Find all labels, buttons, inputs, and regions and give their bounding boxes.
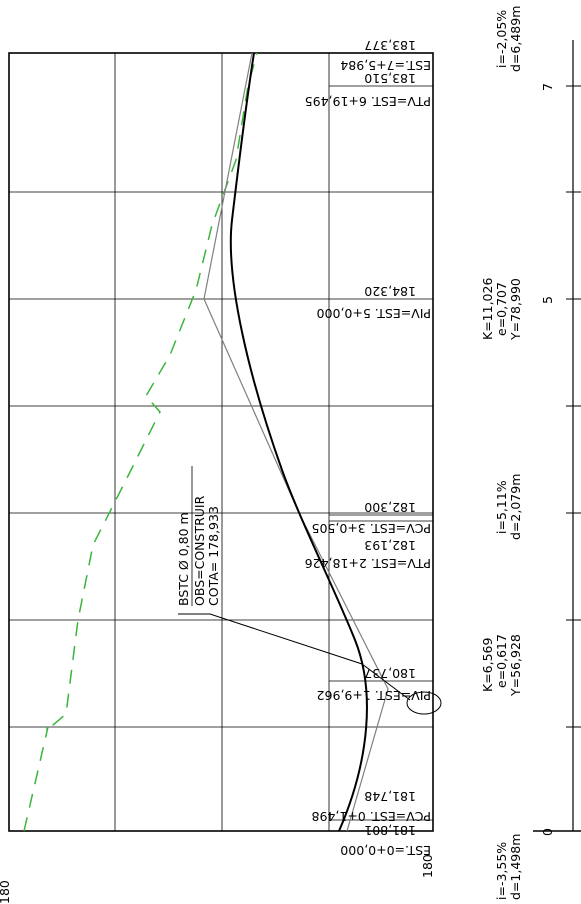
grade-3-i: i=-2,05% xyxy=(494,10,509,68)
label-pcv-2-elev: 182,300 xyxy=(364,500,416,515)
station-axis-7: 7 xyxy=(540,83,555,91)
label-pcv-1: PCV=EST. 0+1,498 xyxy=(312,809,431,824)
curve-2-y: Y=78,990 xyxy=(508,278,523,341)
grade-2-d: d=2,079m xyxy=(508,474,523,540)
grade-1-d: d=1,498m xyxy=(508,834,523,900)
grade-annotations: i=-2,05% d=6,489m K=11,026 e=0,707 Y=78,… xyxy=(480,6,523,900)
label-piv-1-elev: 180,737 xyxy=(364,666,416,681)
elevation-value-bottom: 180 xyxy=(420,854,435,878)
pipe-note-line1: BSTC Ø 0,80 m xyxy=(176,512,191,606)
label-ptv-2-elev: 183,510 xyxy=(364,71,416,86)
pipe-note-line3: COTA= 178,933 xyxy=(206,506,221,606)
station-axis-0: 0 xyxy=(540,828,555,836)
grade-2-i: i=5,11% xyxy=(494,480,509,534)
label-piv-2-elev: 184,320 xyxy=(364,284,416,299)
pipe-note: BSTC Ø 0,80 m OBS=CONSTRUIR COTA= 178,93… xyxy=(176,466,221,606)
pipe-leader-line xyxy=(178,613,411,701)
label-piv-2: PIV=EST. 5+0,000 xyxy=(317,306,431,321)
label-ptv-1-elev: 182,193 xyxy=(364,538,416,553)
label-pcv-2: PCV=EST. 3+0,505 xyxy=(312,521,431,536)
label-pcv-1-elev: 181,748 xyxy=(364,789,416,804)
ground-line xyxy=(23,52,258,832)
grade-tangent-lines xyxy=(203,52,389,832)
station-axis: 0 5 7 xyxy=(533,40,581,836)
pipe-note-line2: OBS=CONSTRUIR xyxy=(192,495,207,606)
label-piv-1: PIV=EST. 1+9,962 xyxy=(317,688,431,703)
station-grid xyxy=(9,191,433,728)
label-ptv-2: PTV=EST. 6+19,495 xyxy=(305,94,431,109)
station-reference-lines xyxy=(329,85,433,821)
label-est-end: EST.=7+5,984 xyxy=(340,58,431,73)
label-est-0: EST.=0+0,000 xyxy=(340,843,431,858)
station-labels: 183,377 EST.=7+5,984 183,510 PTV=EST. 6+… xyxy=(305,38,431,858)
elevation-value-corner: 180 xyxy=(0,880,12,904)
curve-2-k: K=11,026 xyxy=(480,278,495,340)
label-est-end-elev: 183,377 xyxy=(364,38,416,53)
vertical-curve xyxy=(229,52,368,832)
curve-1-e: e=0,617 xyxy=(494,634,509,688)
curve-1-k: K=6,569 xyxy=(480,637,495,692)
pipe-section-symbol xyxy=(406,691,442,715)
label-ground-1-elev: 181,801 xyxy=(364,823,416,838)
label-ptv-1: PTV=EST. 2+18,426 xyxy=(305,556,431,571)
profile-frame xyxy=(8,52,434,832)
grade-3-d: d=6,489m xyxy=(508,6,523,72)
grade-1-i: i=-3,55% xyxy=(494,842,509,900)
curve-2-e: e=0,707 xyxy=(494,282,509,336)
curve-1-y: Y=56,928 xyxy=(508,634,523,697)
station-axis-5: 5 xyxy=(540,296,555,304)
elevation-grid xyxy=(114,53,330,831)
